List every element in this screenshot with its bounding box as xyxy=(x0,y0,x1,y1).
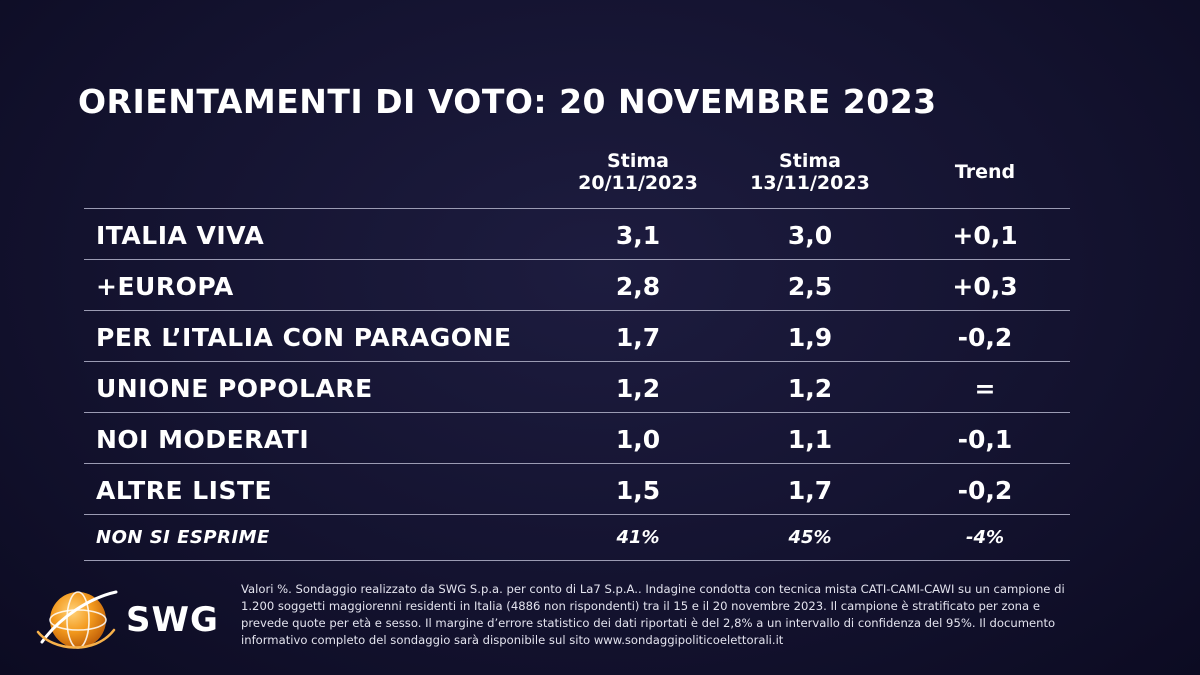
estimate-current: 1,5 xyxy=(615,476,661,505)
table-row-undecided: NON SI ESPRIME 41% 45% -4% xyxy=(84,514,1070,561)
trend-value: -0,1 xyxy=(957,425,1013,454)
trend-value: +0,1 xyxy=(952,221,1018,250)
swg-logo: SWG xyxy=(34,580,234,660)
column-header-trend: Trend xyxy=(954,161,1016,183)
table-row: ITALIA VIVA 3,1 3,0 +0,1 xyxy=(84,208,1070,259)
estimate-current: 41% xyxy=(616,527,660,548)
table-row: ALTRE LISTE 1,5 1,7 -0,2 xyxy=(84,463,1070,514)
estimate-current: 1,0 xyxy=(615,425,661,454)
column-header-estimate-current: Stima 20/11/2023 xyxy=(553,150,723,194)
trend-value: -0,2 xyxy=(957,323,1013,352)
estimate-previous: 3,0 xyxy=(787,221,833,250)
table-row: NOI MODERATI 1,0 1,1 -0,1 xyxy=(84,412,1070,463)
estimate-previous: 2,5 xyxy=(787,272,833,301)
estimate-current: 2,8 xyxy=(615,272,661,301)
estimate-previous: 1,2 xyxy=(787,374,833,403)
party-name: PER L’ITALIA CON PARAGONE xyxy=(96,323,512,352)
trend-value: -0,2 xyxy=(957,476,1013,505)
table-row: +EUROPA 2,8 2,5 +0,3 xyxy=(84,259,1070,310)
estimate-previous: 1,1 xyxy=(787,425,833,454)
column-header-label: Stima xyxy=(779,150,841,172)
party-name: ALTRE LISTE xyxy=(96,476,273,505)
party-name: +EUROPA xyxy=(96,272,234,301)
logo-text: SWG xyxy=(126,600,219,640)
column-header-estimate-previous: Stima 13/11/2023 xyxy=(725,150,895,194)
methodology-note: Valori %. Sondaggio realizzato da SWG S.… xyxy=(241,582,1065,647)
estimate-previous: 1,7 xyxy=(787,476,833,505)
party-name: NON SI ESPRIME xyxy=(96,527,270,548)
column-header-date: 20/11/2023 xyxy=(578,172,698,194)
trend-value: -4% xyxy=(965,527,1005,548)
table-row: UNIONE POPOLARE 1,2 1,2 = xyxy=(84,361,1070,412)
estimate-previous: 1,9 xyxy=(787,323,833,352)
estimate-current: 1,2 xyxy=(615,374,661,403)
column-header-label: Stima xyxy=(607,150,669,172)
poll-table: ITALIA VIVA 3,1 3,0 +0,1 +EUROPA 2,8 2,5… xyxy=(84,208,1070,561)
column-header-date: 13/11/2023 xyxy=(750,172,870,194)
party-name: NOI MODERATI xyxy=(96,425,310,454)
trend-value: +0,3 xyxy=(952,272,1018,301)
globe-icon xyxy=(36,590,118,649)
trend-value: = xyxy=(974,374,996,403)
estimate-previous: 45% xyxy=(788,527,832,548)
estimate-current: 1,7 xyxy=(615,323,661,352)
table-row: PER L’ITALIA CON PARAGONE 1,7 1,9 -0,2 xyxy=(84,310,1070,361)
estimate-current: 3,1 xyxy=(615,221,661,250)
party-name: ITALIA VIVA xyxy=(96,221,265,250)
party-name: UNIONE POPOLARE xyxy=(96,374,373,403)
page-title: ORIENTAMENTI DI VOTO: 20 NOVEMBRE 2023 xyxy=(78,82,937,121)
